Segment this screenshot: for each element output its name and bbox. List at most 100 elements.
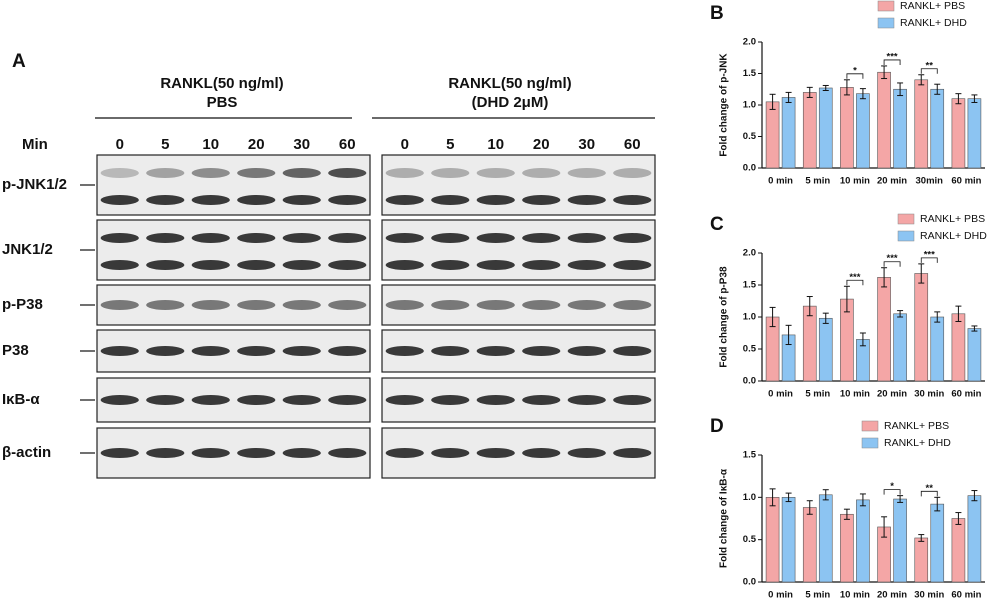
blot-band bbox=[567, 168, 606, 178]
blot-band bbox=[191, 448, 230, 458]
bar bbox=[930, 88, 945, 169]
error-bar bbox=[934, 83, 941, 95]
bar bbox=[818, 494, 833, 583]
error-bar bbox=[785, 492, 792, 503]
error-bar bbox=[843, 508, 850, 520]
blot-band bbox=[476, 300, 515, 310]
blot-band bbox=[567, 300, 606, 310]
bar bbox=[951, 518, 966, 583]
time-label: 5 bbox=[446, 136, 454, 153]
significance-bracket bbox=[846, 73, 864, 79]
blot-frame bbox=[96, 284, 371, 326]
legend-label: RANKL+ PBS bbox=[920, 213, 985, 225]
blot-band bbox=[431, 168, 470, 178]
error-bar bbox=[918, 263, 925, 284]
error-bar bbox=[897, 310, 904, 318]
blot-frame bbox=[381, 377, 656, 423]
blot-band bbox=[100, 448, 139, 458]
significance-label: ** bbox=[926, 60, 934, 71]
bar bbox=[818, 317, 833, 382]
error-bar bbox=[785, 91, 792, 103]
blot-band bbox=[146, 448, 185, 458]
x-tick-label: 5 min bbox=[805, 389, 830, 400]
time-label: 5 bbox=[161, 136, 169, 153]
x-tick-label: 5 min bbox=[805, 590, 830, 601]
error-bar bbox=[785, 324, 792, 346]
y-tick-label: 0.0 bbox=[743, 376, 756, 387]
group-subheader: PBS bbox=[207, 94, 238, 111]
blot-band bbox=[567, 260, 606, 270]
blot-band bbox=[431, 260, 470, 270]
bar bbox=[893, 498, 907, 583]
significance-bracket bbox=[920, 68, 938, 74]
bar bbox=[840, 513, 854, 583]
blot-frame bbox=[96, 329, 371, 373]
x-tick-label: 10 min bbox=[840, 176, 870, 187]
blot-band bbox=[431, 395, 470, 405]
legend-label: RANKL+ DHD bbox=[884, 437, 951, 449]
y-tick-label: 1.0 bbox=[743, 492, 756, 503]
group-header: RANKL(50 ng/ml) bbox=[448, 75, 571, 92]
legend-swatch bbox=[877, 0, 895, 12]
bar bbox=[914, 79, 929, 169]
error-bar bbox=[918, 534, 925, 542]
group-header: RANKL(50 ng/ml) bbox=[160, 75, 283, 92]
blot-band bbox=[282, 395, 321, 405]
blot-band bbox=[328, 300, 367, 310]
blot-band bbox=[282, 168, 321, 178]
x-tick-label: 60 min bbox=[951, 389, 981, 400]
error-bar bbox=[822, 84, 829, 92]
blot-band bbox=[613, 195, 652, 205]
blot-band bbox=[237, 346, 276, 356]
error-bar bbox=[971, 94, 978, 103]
error-bar bbox=[822, 489, 829, 501]
blot-band bbox=[385, 168, 424, 178]
error-bar bbox=[955, 93, 962, 105]
blot-band bbox=[146, 300, 185, 310]
bar bbox=[856, 93, 870, 169]
error-bar bbox=[897, 495, 904, 503]
blot-band bbox=[237, 260, 276, 270]
error-bar bbox=[769, 306, 776, 328]
y-tick-label: 1.5 bbox=[743, 450, 757, 461]
y-tick-label: 0.5 bbox=[743, 131, 757, 142]
x-tick-label: 30min bbox=[916, 176, 944, 187]
blot-band bbox=[146, 346, 185, 356]
time-label: 0 bbox=[401, 136, 409, 153]
bar bbox=[914, 273, 929, 382]
significance-bracket bbox=[883, 489, 901, 495]
blot-band bbox=[476, 260, 515, 270]
y-tick-label: 0.5 bbox=[743, 534, 757, 545]
blot-band bbox=[237, 300, 276, 310]
blot-band bbox=[385, 300, 424, 310]
blot-band bbox=[385, 195, 424, 205]
y-axis-label: Fold change of p-JNK bbox=[719, 53, 730, 157]
time-label: 20 bbox=[248, 136, 265, 153]
blot-band bbox=[100, 233, 139, 243]
row-label: P38 bbox=[2, 342, 29, 359]
error-bar bbox=[859, 88, 866, 100]
blot-band bbox=[385, 395, 424, 405]
y-axis-label: Fold change of IκB-α bbox=[719, 468, 730, 568]
panel-label: A bbox=[12, 51, 26, 72]
time-label: 10 bbox=[487, 136, 504, 153]
time-label: 20 bbox=[533, 136, 550, 153]
blot-band bbox=[191, 395, 230, 405]
bar bbox=[765, 497, 780, 583]
blot-frame bbox=[96, 377, 371, 423]
time-label: 60 bbox=[339, 136, 356, 153]
significance-bracket bbox=[920, 490, 938, 497]
blot-band bbox=[522, 448, 561, 458]
blot-frame bbox=[96, 154, 371, 216]
blot-band bbox=[237, 168, 276, 178]
blot-band bbox=[476, 233, 515, 243]
y-tick-label: 2.0 bbox=[743, 248, 756, 259]
panel-label: D bbox=[710, 416, 724, 437]
blot-frame bbox=[96, 219, 371, 281]
bar bbox=[914, 537, 929, 583]
blot-band bbox=[328, 395, 367, 405]
blot-band bbox=[191, 300, 230, 310]
blot-band bbox=[522, 395, 561, 405]
blot-band bbox=[385, 346, 424, 356]
x-tick-label: 10 min bbox=[840, 389, 870, 400]
